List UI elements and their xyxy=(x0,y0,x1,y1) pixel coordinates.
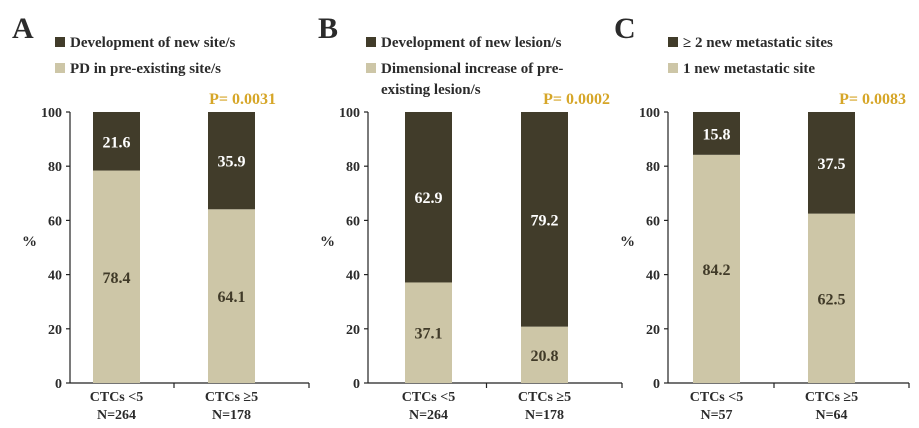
x-category-count: N=178 xyxy=(525,408,564,423)
legend-label: existing lesion/s xyxy=(381,82,481,98)
legend-label: ≥ 2 new metastatic sites xyxy=(683,35,833,51)
legend-label: Development of new site/s xyxy=(70,35,236,51)
x-category-label: CTCs ≥5 xyxy=(518,390,571,405)
legend-swatch-dark xyxy=(55,37,65,47)
x-category-count: N=57 xyxy=(700,408,732,423)
bar-segment-light xyxy=(405,282,452,383)
legend-swatch-dark xyxy=(366,37,376,47)
y-tick-label: 0 xyxy=(653,377,660,392)
bar-segment-dark xyxy=(93,112,140,171)
bar-value-label: 15.8 xyxy=(703,126,731,143)
y-tick-label: 0 xyxy=(353,377,360,392)
legend-swatch-light xyxy=(366,63,376,73)
bar-value-label: 84.2 xyxy=(703,262,731,279)
legend-label: 1 new metastatic site xyxy=(683,61,815,77)
y-tick-label: 80 xyxy=(48,160,62,175)
bar-segment-light xyxy=(808,213,855,383)
panel-label: A xyxy=(12,12,34,45)
bar-value-label: 21.6 xyxy=(103,134,131,151)
y-tick-label: 40 xyxy=(646,269,660,284)
bar-value-label: 37.1 xyxy=(415,326,443,343)
y-tick-label: 100 xyxy=(41,106,62,121)
bar-segment-dark xyxy=(521,112,568,327)
legend-label: Development of new lesion/s xyxy=(381,35,562,51)
y-tick-label: 20 xyxy=(646,323,660,338)
bar-segment-dark xyxy=(405,112,452,283)
y-axis-label: % xyxy=(320,234,335,250)
panel-label: B xyxy=(318,12,338,45)
bar-segment-light xyxy=(693,154,740,383)
bar-segment-dark xyxy=(208,112,255,210)
bar-value-label: 64.1 xyxy=(218,289,246,306)
x-category-count: N=178 xyxy=(212,408,251,423)
x-category-label: CTCs ≥5 xyxy=(805,390,858,405)
y-tick-label: 0 xyxy=(55,377,62,392)
x-category-count: N=264 xyxy=(97,408,136,423)
y-tick-label: 40 xyxy=(48,269,62,284)
p-value: P= 0.0031 xyxy=(209,91,276,108)
bar-value-label: 35.9 xyxy=(218,154,246,171)
p-value: P= 0.0002 xyxy=(543,91,610,108)
y-tick-label: 40 xyxy=(346,269,360,284)
y-tick-label: 60 xyxy=(646,214,660,229)
y-tick-label: 100 xyxy=(639,106,660,121)
legend-label: Dimensional increase of pre- xyxy=(381,61,563,77)
x-category-label: CTCs ≥5 xyxy=(205,390,258,405)
y-axis-label: % xyxy=(620,234,635,250)
legend-swatch-dark xyxy=(668,37,678,47)
x-category-label: CTCs <5 xyxy=(690,390,743,405)
legend-label: PD in pre-existing site/s xyxy=(70,61,221,77)
y-tick-label: 80 xyxy=(646,160,660,175)
p-value: P= 0.0083 xyxy=(839,91,906,108)
bar-segment-light xyxy=(208,209,255,383)
bar-value-label: 62.9 xyxy=(415,190,443,207)
y-axis-label: % xyxy=(22,234,37,250)
x-category-count: N=264 xyxy=(409,408,448,423)
x-category-label: CTCs <5 xyxy=(90,390,143,405)
panel-label: C xyxy=(614,12,636,45)
bar-value-label: 37.5 xyxy=(818,156,846,173)
bar-segment-dark xyxy=(693,112,740,155)
bar-value-label: 78.4 xyxy=(103,270,131,287)
bar-value-label: 62.5 xyxy=(818,291,846,308)
bar-value-label: 79.2 xyxy=(531,212,559,229)
y-tick-label: 20 xyxy=(48,323,62,338)
legend-swatch-light xyxy=(55,63,65,73)
bar-segment-dark xyxy=(808,112,855,214)
bar-segment-light xyxy=(521,326,568,383)
x-category-count: N=64 xyxy=(815,408,847,423)
y-tick-label: 80 xyxy=(346,160,360,175)
y-tick-label: 20 xyxy=(346,323,360,338)
bar-segment-light xyxy=(93,170,140,383)
y-tick-label: 60 xyxy=(48,214,62,229)
x-category-label: CTCs <5 xyxy=(402,390,455,405)
bar-value-label: 20.8 xyxy=(531,348,559,365)
y-tick-label: 100 xyxy=(339,106,360,121)
legend-swatch-light xyxy=(668,63,678,73)
y-tick-label: 60 xyxy=(346,214,360,229)
